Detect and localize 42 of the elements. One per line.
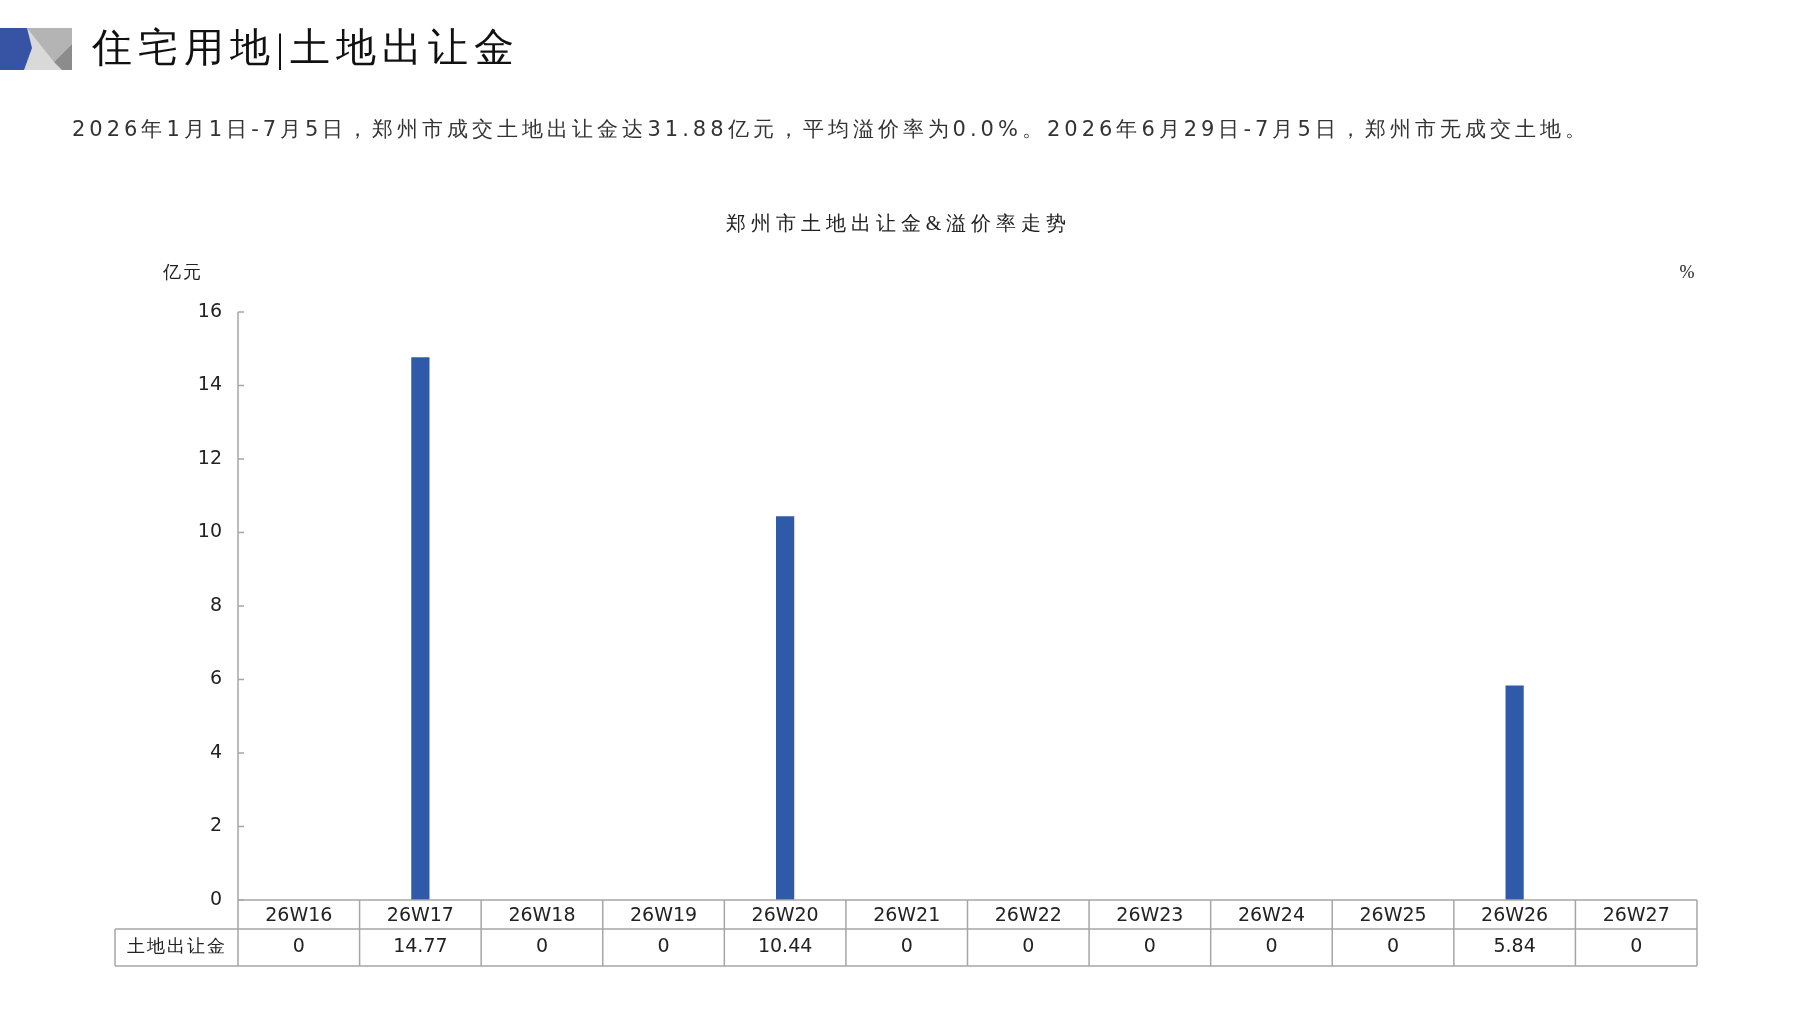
x-tick-label: 26W20 bbox=[751, 903, 819, 926]
x-tick-label: 26W23 bbox=[1116, 903, 1184, 926]
y-tick-label: 6 bbox=[209, 666, 222, 689]
y-tick-label: 2 bbox=[209, 813, 222, 836]
y-tick-label: 0 bbox=[209, 886, 222, 909]
text: 土地出让金 bbox=[126, 936, 227, 957]
data-label: 14.77 bbox=[393, 934, 448, 957]
x-tick-label: 26W18 bbox=[508, 903, 576, 926]
data-label: 0 bbox=[1265, 934, 1278, 957]
bar bbox=[411, 357, 430, 900]
data-label: 0 bbox=[535, 934, 549, 957]
data-label: 0 bbox=[292, 934, 305, 957]
y-tick-label: 16 bbox=[197, 298, 222, 321]
x-tick-label: 26W25 bbox=[1359, 903, 1427, 926]
chart-title: 住宅用地|土地出让金 bbox=[92, 24, 521, 72]
x-tick-label: 26W26 bbox=[1481, 903, 1549, 926]
data-label: 0 bbox=[900, 934, 913, 957]
data-label: 5.84 bbox=[1493, 934, 1536, 957]
data-label: 0 bbox=[1143, 934, 1156, 957]
y-tick-label: 8 bbox=[209, 592, 222, 615]
text: 郑州市土地出让金&溢价率走势 bbox=[725, 212, 1072, 235]
chart-subtitle: 2026年1月1日-7月5日，郑州市成交土地出让金达31.88亿元，平均溢价率为0.0%。2026年6月29日-7月5日，郑州市无成交土地。 bbox=[72, 116, 1590, 143]
bar bbox=[1505, 685, 1524, 900]
x-tick-label: 26W17 bbox=[386, 903, 454, 926]
x-tick-label: 26W16 bbox=[265, 903, 333, 926]
data-label: 10.44 bbox=[757, 934, 813, 957]
bar bbox=[776, 516, 795, 900]
x-tick-label: 26W21 bbox=[873, 903, 941, 926]
data-label: 0 bbox=[1386, 934, 1400, 957]
y-tick-label: 12 bbox=[197, 445, 222, 468]
y-tick-label: 10 bbox=[197, 519, 222, 542]
x-tick-label: 26W22 bbox=[994, 903, 1062, 926]
data-label: 0 bbox=[1022, 934, 1035, 957]
x-tick-label: 26W24 bbox=[1237, 903, 1306, 926]
y-tick-label: 14 bbox=[197, 372, 222, 395]
x-tick-label: 26W19 bbox=[629, 903, 698, 926]
data-label: 0 bbox=[1630, 934, 1643, 957]
x-tick-label: 26W27 bbox=[1602, 903, 1670, 926]
y-tick-label: 4 bbox=[209, 739, 222, 762]
y-axis-title: 亿元 bbox=[162, 261, 203, 282]
data-label: 0 bbox=[657, 934, 670, 957]
y2-axis-title: % bbox=[1679, 261, 1697, 282]
